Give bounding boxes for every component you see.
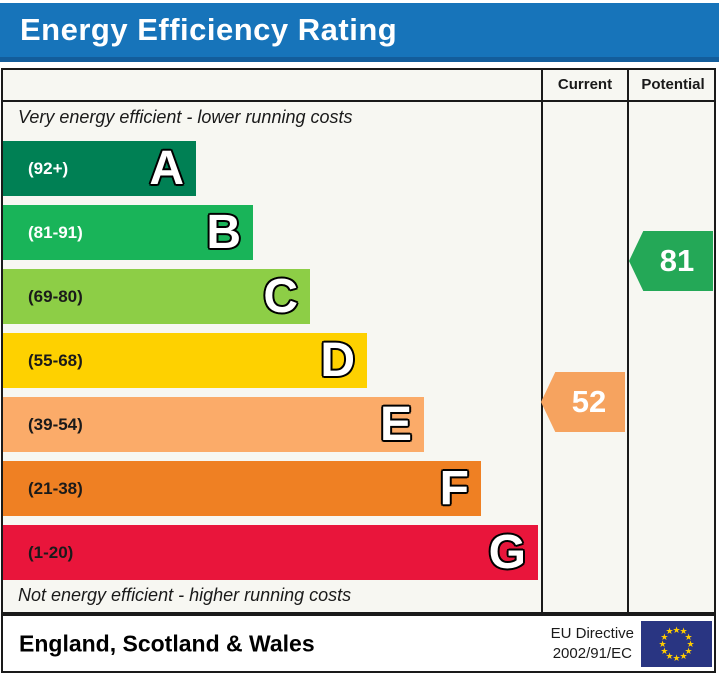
star-icon: ★	[665, 650, 674, 661]
star-icon: ★	[660, 631, 669, 642]
column-divider-potential	[627, 68, 629, 614]
band-range-label: (69-80)	[28, 286, 83, 306]
eu-directive-label: EU Directive 2002/91/EC	[551, 623, 634, 664]
band-row-d: (55-68) D	[3, 333, 367, 388]
current-rating-marker: 52	[541, 372, 625, 432]
eu-directive-line2: 2002/91/EC	[552, 644, 632, 662]
band-row-a: (92+) A	[3, 141, 196, 196]
band-range-label: (1-20)	[28, 542, 74, 562]
potential-column-header: Potential	[641, 76, 705, 93]
star-icon: ★	[686, 638, 695, 649]
page-title: Energy Efficiency Rating	[20, 12, 398, 47]
potential-rating-marker: 81	[629, 231, 713, 291]
star-icon: ★	[658, 638, 667, 649]
band-row-b: (81-91) B	[3, 205, 253, 260]
band-row-c: (69-80) C	[3, 269, 310, 324]
band-row-f: (21-38) F	[3, 461, 481, 516]
band-letter: A	[149, 142, 184, 195]
band-letter: D	[320, 334, 355, 387]
band-row-g: (1-20) G	[3, 525, 538, 580]
band-letter: E	[379, 398, 412, 451]
band-range-label: (21-38)	[28, 478, 83, 498]
band-letter: G	[488, 526, 526, 579]
bottom-note: Not energy efficient - higher running co…	[18, 585, 352, 605]
footer: England, Scotland & Wales EU Directive 2…	[1, 614, 716, 673]
star-icon: ★	[679, 626, 688, 637]
band-letter: F	[439, 462, 469, 515]
header-row-divider	[1, 100, 716, 102]
column-divider-current	[541, 68, 543, 614]
current-column-header: Current	[557, 76, 613, 93]
star-icon: ★	[665, 626, 674, 637]
title-bar: Energy Efficiency Rating	[0, 3, 719, 62]
current-rating-value: 52	[571, 384, 607, 419]
top-note: Very energy efficient - lower running co…	[18, 107, 353, 127]
band-range-label: (55-68)	[28, 350, 83, 370]
star-icon: ★	[679, 650, 688, 661]
band-range-label: (39-54)	[28, 414, 83, 434]
star-icon: ★	[660, 645, 669, 656]
star-icon: ★	[672, 624, 681, 635]
region-label: England, Scotland & Wales	[19, 630, 315, 656]
band-row-e: (39-54) E	[3, 397, 424, 452]
band-range-label: (81-91)	[28, 222, 83, 242]
star-icon: ★	[672, 652, 681, 663]
band-range-label: (92+)	[28, 158, 69, 178]
band-letter: B	[206, 206, 241, 259]
potential-rating-value: 81	[659, 243, 695, 278]
band-letter: C	[263, 270, 298, 323]
eu-flag-icon: ★ ★ ★ ★ ★ ★ ★ ★ ★ ★ ★ ★	[641, 621, 712, 667]
eu-directive-line1: EU Directive	[550, 624, 634, 642]
star-icon: ★	[684, 645, 693, 656]
star-icon: ★	[684, 631, 693, 642]
